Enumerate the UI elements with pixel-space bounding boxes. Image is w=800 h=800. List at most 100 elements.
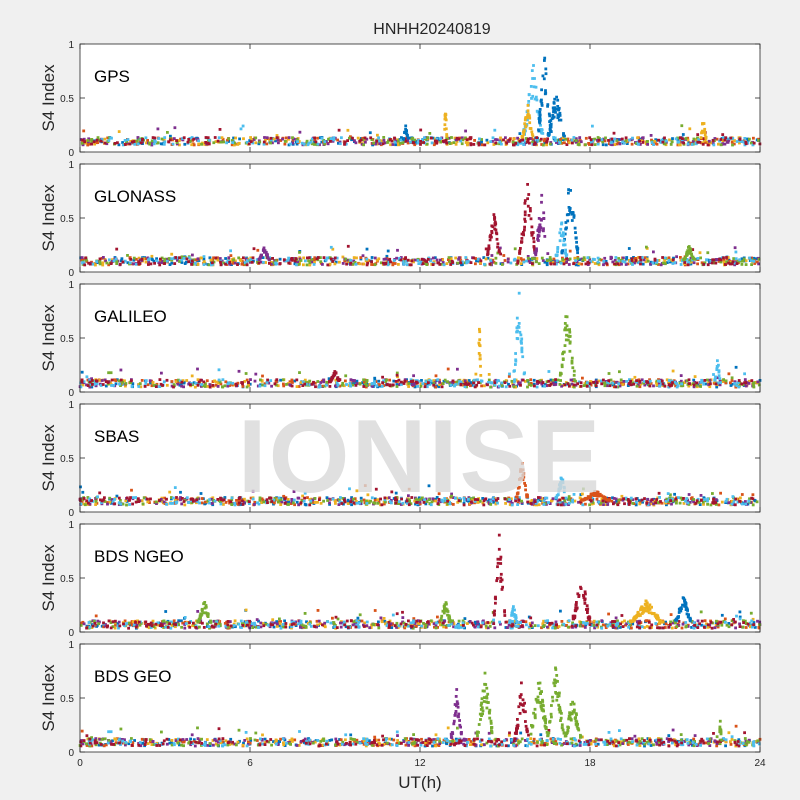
data-point bbox=[231, 261, 235, 265]
data-point bbox=[204, 500, 207, 504]
data-point bbox=[535, 136, 539, 139]
data-point bbox=[442, 140, 445, 143]
data-point bbox=[262, 142, 266, 146]
data-point bbox=[434, 497, 437, 501]
data-point bbox=[675, 501, 678, 505]
data-point bbox=[489, 259, 493, 262]
data-point bbox=[268, 496, 271, 500]
data-point bbox=[725, 497, 729, 501]
data-point bbox=[179, 496, 182, 499]
data-point bbox=[287, 137, 290, 141]
data-point bbox=[88, 385, 92, 389]
data-point bbox=[574, 236, 578, 240]
data-point bbox=[218, 128, 222, 131]
data-point bbox=[561, 352, 564, 356]
data-point bbox=[187, 260, 191, 264]
data-point bbox=[542, 217, 546, 220]
data-point bbox=[533, 97, 537, 101]
data-point bbox=[489, 503, 493, 506]
data-point bbox=[753, 626, 757, 629]
data-point bbox=[744, 502, 747, 506]
data-point bbox=[388, 378, 391, 382]
data-point bbox=[459, 380, 463, 384]
data-point bbox=[238, 258, 242, 262]
data-point bbox=[460, 142, 464, 146]
data-point bbox=[655, 259, 659, 262]
data-point bbox=[682, 258, 686, 261]
data-point bbox=[338, 260, 341, 264]
data-point bbox=[737, 261, 740, 265]
data-point bbox=[708, 625, 711, 629]
data-point bbox=[525, 495, 529, 498]
data-point bbox=[162, 380, 166, 384]
data-point bbox=[671, 499, 675, 503]
data-point bbox=[293, 262, 297, 266]
data-point bbox=[275, 620, 279, 623]
data-point bbox=[109, 371, 113, 375]
data-point bbox=[438, 378, 441, 382]
data-point bbox=[126, 138, 130, 141]
data-point bbox=[532, 240, 536, 244]
data-point bbox=[269, 496, 273, 500]
data-point bbox=[735, 262, 739, 265]
data-point bbox=[251, 141, 255, 145]
data-point bbox=[440, 382, 443, 386]
data-point bbox=[244, 372, 248, 375]
data-point bbox=[720, 613, 724, 617]
data-point bbox=[646, 140, 649, 143]
data-point bbox=[331, 260, 335, 263]
data-point bbox=[370, 256, 374, 259]
data-point bbox=[151, 136, 155, 139]
data-point bbox=[261, 374, 264, 378]
data-point bbox=[229, 249, 232, 253]
data-point bbox=[447, 256, 451, 259]
data-point bbox=[568, 349, 572, 353]
data-point bbox=[110, 384, 113, 387]
data-point bbox=[325, 383, 328, 387]
data-point bbox=[604, 380, 608, 383]
data-point bbox=[519, 468, 522, 471]
data-point bbox=[266, 256, 270, 260]
data-point bbox=[596, 260, 600, 264]
data-point bbox=[486, 141, 490, 145]
data-point bbox=[743, 378, 747, 381]
data-point bbox=[678, 143, 682, 147]
data-point bbox=[211, 258, 214, 262]
data-point bbox=[731, 495, 735, 498]
data-point bbox=[182, 385, 185, 389]
data-point bbox=[438, 619, 442, 623]
data-point bbox=[135, 257, 138, 261]
data-point bbox=[486, 248, 490, 252]
data-point bbox=[454, 496, 457, 500]
data-point bbox=[153, 261, 156, 265]
data-point bbox=[611, 496, 614, 500]
data-point bbox=[85, 375, 89, 379]
data-point bbox=[137, 500, 141, 503]
data-point bbox=[626, 384, 630, 387]
data-point bbox=[573, 257, 577, 260]
data-point bbox=[154, 140, 157, 144]
data-point bbox=[209, 263, 213, 267]
data-point bbox=[140, 257, 144, 261]
data-point bbox=[151, 381, 155, 385]
data-point bbox=[566, 382, 570, 386]
data-point bbox=[547, 370, 551, 373]
data-point bbox=[337, 379, 341, 382]
data-point bbox=[576, 382, 579, 386]
data-point bbox=[167, 257, 171, 260]
data-point bbox=[400, 497, 403, 501]
data-point bbox=[660, 379, 664, 383]
data-point bbox=[687, 384, 691, 388]
data-point bbox=[217, 136, 221, 140]
data-point bbox=[130, 623, 134, 627]
data-point bbox=[561, 259, 565, 263]
data-point bbox=[741, 502, 744, 506]
data-point bbox=[328, 501, 331, 505]
data-point bbox=[496, 251, 500, 255]
data-point bbox=[109, 262, 113, 265]
data-point bbox=[645, 380, 648, 383]
data-point bbox=[733, 382, 737, 385]
data-point bbox=[97, 138, 101, 142]
data-point bbox=[533, 500, 537, 503]
data-point bbox=[94, 384, 98, 388]
